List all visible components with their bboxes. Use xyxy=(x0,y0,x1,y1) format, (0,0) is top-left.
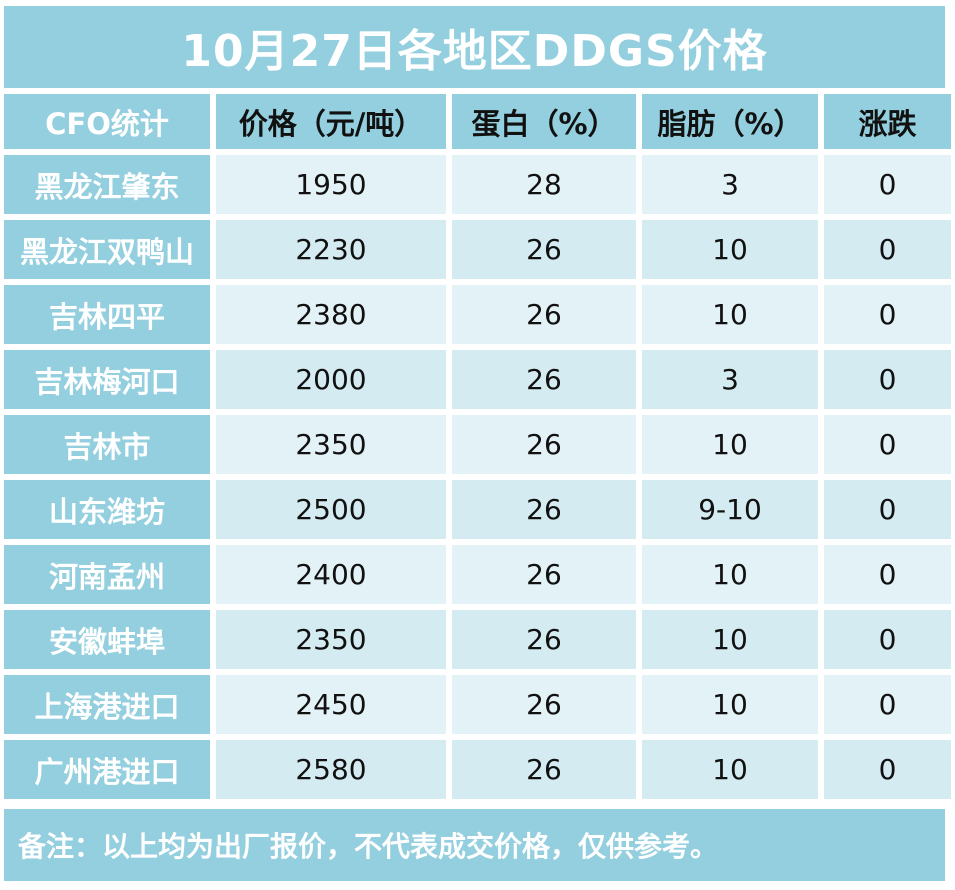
header-row: CFO统计 价格（元/吨） 蛋白（%） 脂肪（%） 涨跌 xyxy=(4,94,951,149)
region-cell: 安徽蚌埠 xyxy=(4,610,210,669)
price-table: CFO统计 价格（元/吨） 蛋白（%） 脂肪（%） 涨跌 黑龙江肇东 1950 28… xyxy=(0,88,955,805)
table-row: 吉林梅河口 2000 26 3 0 xyxy=(4,350,951,409)
change-cell: 0 xyxy=(824,415,951,474)
protein-cell: 26 xyxy=(452,480,636,539)
fat-cell: 10 xyxy=(642,545,818,604)
fat-cell: 10 xyxy=(642,285,818,344)
table-row: 吉林市 2350 26 10 0 xyxy=(4,415,951,474)
fat-cell: 10 xyxy=(642,740,818,799)
table-row: 广州港进口 2580 26 10 0 xyxy=(4,740,951,799)
fat-cell: 9-10 xyxy=(642,480,818,539)
fat-cell: 10 xyxy=(642,610,818,669)
protein-cell: 26 xyxy=(452,350,636,409)
change-cell: 0 xyxy=(824,480,951,539)
fat-cell: 3 xyxy=(642,155,818,214)
header-cfo: CFO统计 xyxy=(4,94,210,149)
region-cell: 吉林四平 xyxy=(4,285,210,344)
table-row: 上海港进口 2450 26 10 0 xyxy=(4,675,951,734)
region-cell: 黑龙江双鸭山 xyxy=(4,220,210,279)
fat-cell: 10 xyxy=(642,415,818,474)
protein-cell: 26 xyxy=(452,285,636,344)
table-row: 河南孟州 2400 26 10 0 xyxy=(4,545,951,604)
table-row: 黑龙江双鸭山 2230 26 10 0 xyxy=(4,220,951,279)
protein-cell: 26 xyxy=(452,220,636,279)
price-cell: 2400 xyxy=(216,545,446,604)
price-cell: 2230 xyxy=(216,220,446,279)
price-cell: 2450 xyxy=(216,675,446,734)
protein-cell: 26 xyxy=(452,740,636,799)
region-cell: 吉林梅河口 xyxy=(4,350,210,409)
fat-cell: 10 xyxy=(642,675,818,734)
header-protein: 蛋白（%） xyxy=(452,94,636,149)
fat-cell: 3 xyxy=(642,350,818,409)
fat-cell: 10 xyxy=(642,220,818,279)
region-cell: 黑龙江肇东 xyxy=(4,155,210,214)
protein-cell: 26 xyxy=(452,675,636,734)
table-row: 山东潍坊 2500 26 9-10 0 xyxy=(4,480,951,539)
change-cell: 0 xyxy=(824,545,951,604)
region-cell: 吉林市 xyxy=(4,415,210,474)
change-cell: 0 xyxy=(824,675,951,734)
price-cell: 2380 xyxy=(216,285,446,344)
price-cell: 2500 xyxy=(216,480,446,539)
region-cell: 上海港进口 xyxy=(4,675,210,734)
change-cell: 0 xyxy=(824,740,951,799)
change-cell: 0 xyxy=(824,350,951,409)
price-cell: 2000 xyxy=(216,350,446,409)
protein-cell: 28 xyxy=(452,155,636,214)
region-cell: 山东潍坊 xyxy=(4,480,210,539)
price-cell: 2580 xyxy=(216,740,446,799)
header-change: 涨跌 xyxy=(824,94,951,149)
table-row: 吉林四平 2380 26 10 0 xyxy=(4,285,951,344)
header-fat: 脂肪（%） xyxy=(642,94,818,149)
price-cell: 2350 xyxy=(216,415,446,474)
header-price: 价格（元/吨） xyxy=(216,94,446,149)
region-cell: 广州港进口 xyxy=(4,740,210,799)
change-cell: 0 xyxy=(824,285,951,344)
table-row: 安徽蚌埠 2350 26 10 0 xyxy=(4,610,951,669)
price-cell: 1950 xyxy=(216,155,446,214)
protein-cell: 26 xyxy=(452,545,636,604)
price-cell: 2350 xyxy=(216,610,446,669)
footnote: 备注：以上均为出厂报价，不代表成交价格，仅供参考。 xyxy=(4,809,945,881)
change-cell: 0 xyxy=(824,610,951,669)
protein-cell: 26 xyxy=(452,415,636,474)
change-cell: 0 xyxy=(824,220,951,279)
protein-cell: 26 xyxy=(452,610,636,669)
table-row: 黑龙江肇东 1950 28 3 0 xyxy=(4,155,951,214)
change-cell: 0 xyxy=(824,155,951,214)
page-title: 10月27日各地区DDGS价格 xyxy=(4,6,945,88)
region-cell: 河南孟州 xyxy=(4,545,210,604)
